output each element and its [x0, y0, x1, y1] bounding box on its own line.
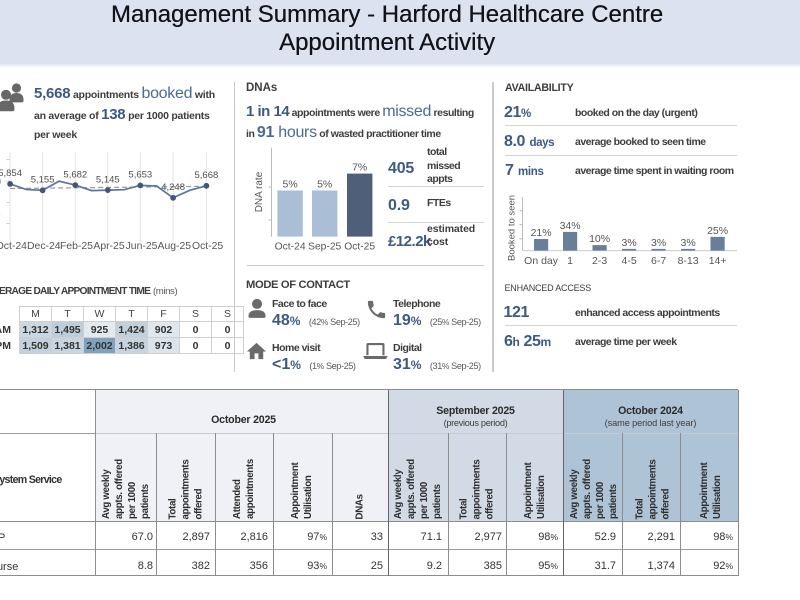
svg-text:Oct-25: Oct-25: [344, 242, 375, 253]
svg-text:4,248: 4,248: [161, 182, 185, 193]
svg-text:8-13: 8-13: [678, 255, 699, 267]
svg-text:5,653: 5,653: [128, 170, 152, 181]
svg-text:DNA rate: DNA rate: [254, 171, 265, 212]
svg-text:On day: On day: [524, 255, 559, 267]
svg-text:14+: 14+: [709, 255, 727, 267]
svg-text:4-5: 4-5: [622, 255, 637, 267]
svg-text:Aug-25: Aug-25: [158, 241, 192, 252]
svg-text:5%: 5%: [317, 178, 332, 190]
svg-text:5%: 5%: [283, 178, 298, 190]
svg-text:2-3: 2-3: [592, 255, 607, 267]
svg-text:3%: 3%: [651, 237, 666, 249]
svg-text:Sep-25: Sep-25: [308, 242, 341, 253]
svg-text:Oct-24: Oct-24: [0, 241, 27, 252]
svg-text:5,668: 5,668: [195, 170, 219, 181]
svg-text:3%: 3%: [681, 237, 696, 249]
svg-text:Jun-25: Jun-25: [126, 241, 158, 252]
svg-text:Booked to seen: Booked to seen: [507, 195, 518, 261]
svg-text:10%: 10%: [589, 233, 610, 245]
svg-text:Apr-25: Apr-25: [93, 241, 124, 252]
svg-text:5,682: 5,682: [63, 169, 87, 180]
svg-text:Dec-24: Dec-24: [27, 241, 61, 252]
svg-text:5,155: 5,155: [31, 175, 55, 186]
svg-text:7%: 7%: [352, 161, 367, 173]
svg-text:3%: 3%: [622, 237, 637, 249]
svg-text:34%: 34%: [560, 220, 581, 232]
svg-text:Oct-24: Oct-24: [275, 242, 306, 253]
svg-text:21%: 21%: [531, 227, 552, 239]
svg-text:25%: 25%: [707, 225, 728, 237]
svg-text:5,854: 5,854: [0, 168, 22, 179]
svg-text:6,000: 6,000: [0, 177, 1, 187]
svg-text:Oct-25: Oct-25: [192, 241, 223, 252]
svg-text:6-7: 6-7: [651, 255, 666, 267]
svg-text:5,000: 5,000: [0, 210, 1, 220]
svg-text:1: 1: [567, 255, 573, 267]
svg-text:5,145: 5,145: [96, 174, 120, 185]
svg-text:Feb-25: Feb-25: [60, 241, 93, 252]
